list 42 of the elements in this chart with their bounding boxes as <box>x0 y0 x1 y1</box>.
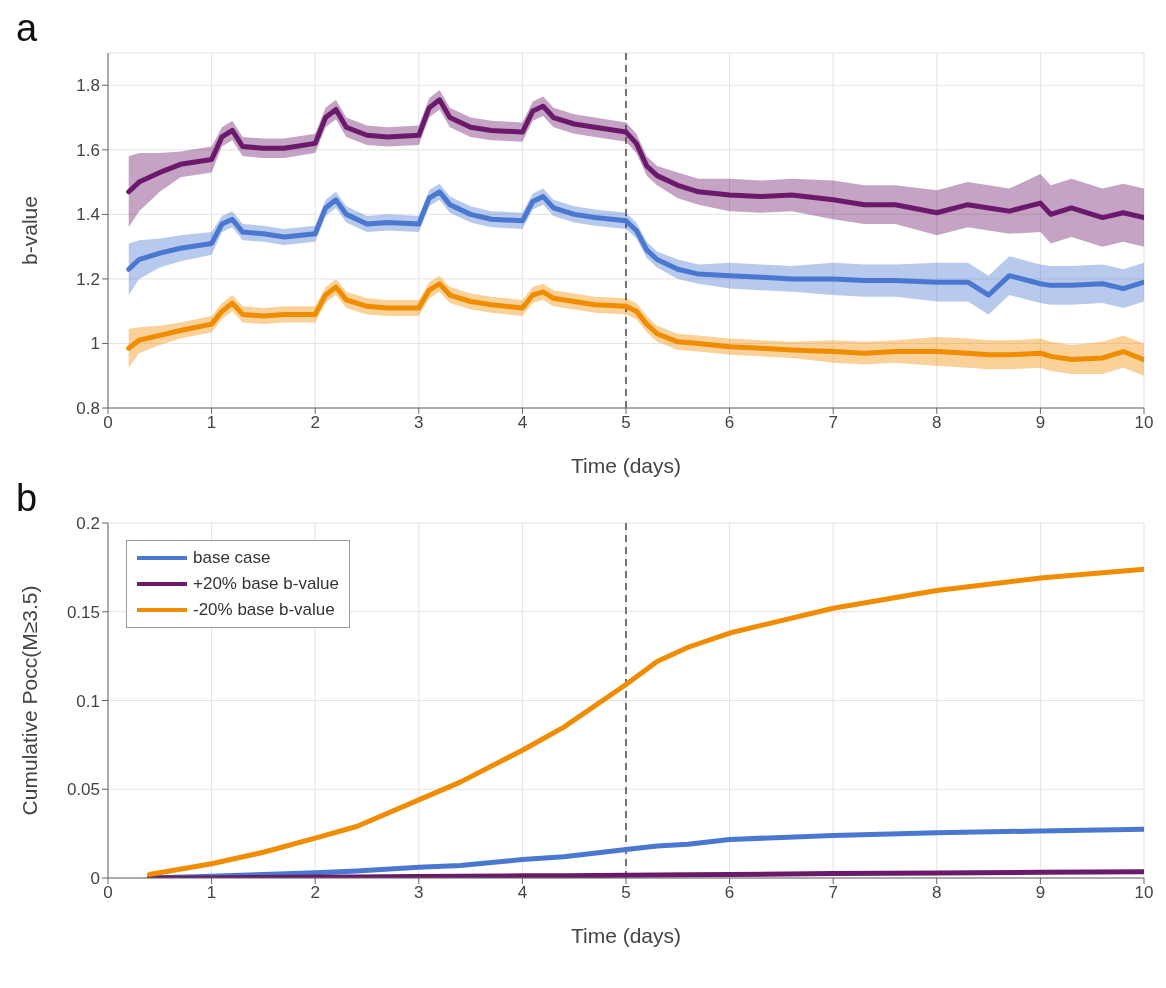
y-tick-label: 1 <box>90 334 100 354</box>
chart-title: b <box>16 477 38 519</box>
y-tick-label: 0.1 <box>76 691 100 711</box>
legend-label: base case <box>193 547 271 569</box>
y-tick-label: 0.2 <box>76 514 100 534</box>
legend-label: -20% base b-value <box>193 599 335 621</box>
y-tick-label: 0.15 <box>66 602 100 622</box>
x-tick-label: 5 <box>621 883 631 903</box>
x-tick-label: 7 <box>828 413 838 433</box>
x-axis-title: Time (days) <box>570 453 682 477</box>
x-tick-label: 3 <box>414 413 424 433</box>
x-tick-label: 4 <box>517 413 528 433</box>
legend-label: +20% base b-value <box>193 573 340 595</box>
x-tick-label: 8 <box>932 883 942 903</box>
x-tick-label: 8 <box>932 413 942 433</box>
chart-title: a <box>16 7 38 49</box>
x-tick-label: 0 <box>103 413 113 433</box>
x-tick-label: 1 <box>206 413 217 433</box>
x-tick-label: 0 <box>103 883 113 903</box>
y-axis-title: Cumulative Pocc(M≥3.5) <box>18 585 42 816</box>
y-tick-label: 1.6 <box>76 140 100 160</box>
y-tick-label: 0.8 <box>76 399 100 419</box>
y-tick-label: 0 <box>90 869 100 889</box>
x-tick-label: 4 <box>517 883 528 903</box>
y-tick-label: 1.2 <box>76 269 100 289</box>
x-axis-title: Time (days) <box>570 923 682 947</box>
x-tick-label: 10 <box>1134 413 1154 433</box>
y-tick-label: 1.8 <box>76 76 100 96</box>
x-tick-label: 7 <box>828 883 838 903</box>
x-tick-label: 9 <box>1035 413 1046 433</box>
x-tick-label: 1 <box>206 883 217 903</box>
x-tick-label: 10 <box>1134 883 1154 903</box>
x-tick-label: 6 <box>724 883 735 903</box>
x-tick-label: 3 <box>414 883 424 903</box>
x-tick-label: 6 <box>724 413 735 433</box>
x-tick-label: 2 <box>310 883 320 903</box>
x-tick-label: 2 <box>310 413 320 433</box>
x-tick-label: 9 <box>1035 883 1046 903</box>
y-tick-label: 1.4 <box>76 205 100 225</box>
y-axis-title: b-value <box>18 196 42 265</box>
x-tick-label: 5 <box>621 413 631 433</box>
y-tick-label: 0.05 <box>66 780 100 800</box>
